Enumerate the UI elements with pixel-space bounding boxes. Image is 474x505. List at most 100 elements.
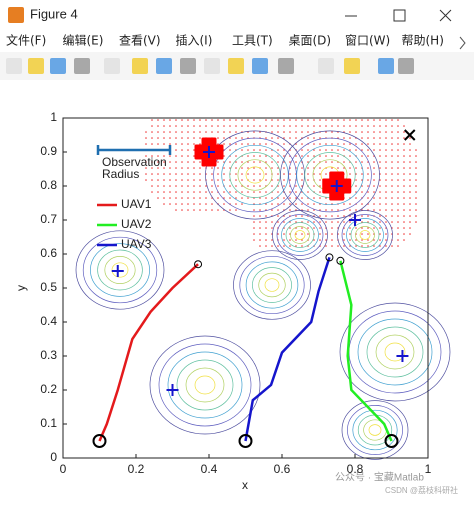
threat-dot [259,173,261,175]
close-button[interactable] [439,9,452,22]
threat-dot [181,155,183,157]
toolbar-button[interactable] [344,58,360,74]
toolbar-button[interactable] [378,58,394,74]
threat-dot [271,197,273,199]
threat-dot [415,215,417,217]
threat-dot [373,149,375,151]
threat-dot [391,197,393,199]
threat-dot [169,167,171,169]
threat-dot [289,173,291,175]
threat-dot [157,131,159,133]
threat-dot [409,161,411,163]
threat-dot [223,167,225,169]
threat-dot [325,155,327,157]
threat-dot [217,179,219,181]
menu-overflow[interactable] [459,36,466,50]
threat-dot [181,173,183,175]
threat-dot [145,179,147,181]
threat-dot [373,209,375,211]
threat-dot [187,191,189,193]
threat-dot [289,161,291,163]
menu-item[interactable]: 帮助(H) [402,34,444,48]
x-tick-label: 0.6 [274,462,291,476]
threat-dot [397,167,399,169]
threat-dot [385,125,387,127]
maximize-button[interactable] [393,9,406,22]
toolbar-button[interactable] [6,58,22,74]
contour [294,230,306,240]
threat-dot [289,125,291,127]
threat-dot [151,155,153,157]
threat-dot [181,119,183,121]
threat-dot [301,203,303,205]
menu-item[interactable]: 插入(I) [176,34,213,48]
toolbar-button[interactable] [74,58,90,74]
threat-dot [265,197,267,199]
y-tick-label: 0.8 [40,178,57,192]
threat-dot [319,137,321,139]
y-tick-label: 0.2 [40,382,57,396]
threat-dot [373,179,375,181]
threat-dot [259,233,261,235]
threat-dot [265,173,267,175]
threat-dot [295,245,297,247]
threat-dot [229,161,231,163]
toolbar-button[interactable] [278,58,294,74]
menu-item[interactable]: 查看(V) [119,34,161,48]
threat-dot [415,209,417,211]
contour [281,218,319,252]
menu-item[interactable]: 工具(T) [232,34,273,48]
threat-dot [319,149,321,151]
threat-dot [337,221,339,223]
menu-item[interactable]: 文件(F) [6,33,46,48]
threat-dot [181,143,183,145]
toolbar-button[interactable] [204,58,220,74]
toolbar-button[interactable] [156,58,172,74]
threat-dot [277,149,279,151]
threat-dot [319,119,321,121]
threat-dot [181,197,183,199]
threat-dot [319,191,321,193]
contour [233,250,311,320]
threat-dot [193,197,195,199]
toolbar-button[interactable] [228,58,244,74]
toolbar-button[interactable] [132,58,148,74]
threat-dot [199,119,201,121]
threat-dot [355,179,357,181]
menu-item[interactable]: 窗口(W) [345,34,390,48]
threat-dot [145,173,147,175]
contour [167,351,243,419]
threat-dot [277,179,279,181]
menu-item[interactable]: 编辑(E) [63,33,104,48]
threat-dot [409,137,411,139]
threat-dot [349,173,351,175]
threat-dot [367,143,369,145]
threat-dot [397,239,399,241]
contour [194,375,216,395]
threat-dot [403,209,405,211]
toolbar-button[interactable] [398,58,414,74]
threat-dot [343,161,345,163]
threat-dot [199,131,201,133]
toolbar-button[interactable] [180,58,196,74]
threat-dot [313,125,315,127]
threat-dot [265,233,267,235]
threat-dot [367,185,369,187]
threat-dot [403,185,405,187]
toolbar-button[interactable] [252,58,268,74]
threat-dot [403,173,405,175]
threat-dot [361,227,363,229]
threat-dot [199,203,201,205]
toolbar-button[interactable] [50,58,66,74]
toolbar-button[interactable] [318,58,334,74]
threat-dot [331,167,333,169]
toolbar-button[interactable] [28,58,44,74]
threat-dot [361,191,363,193]
threat-dot [409,233,411,235]
menu-item[interactable]: 桌面(D) [289,34,332,48]
threat-dot [319,173,321,175]
threat-dot [391,143,393,145]
threat-dot [307,227,309,229]
threat-dot [157,143,159,145]
toolbar-button[interactable] [104,58,120,74]
